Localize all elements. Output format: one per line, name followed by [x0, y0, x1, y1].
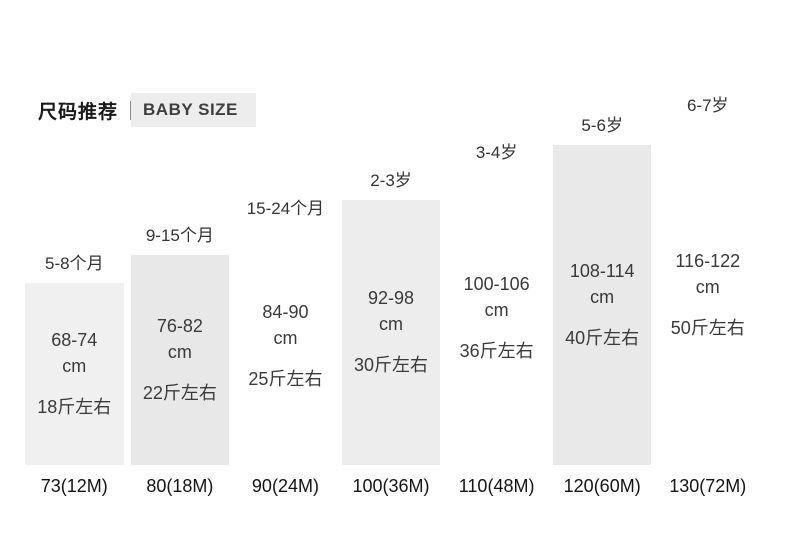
header-title-en: BABY SIZE [131, 93, 256, 127]
size-column-120: 5-6岁 108-114 cm 40斤左右 120(60M) [552, 111, 652, 497]
weight-label: 18斤左右 [37, 396, 112, 417]
header-title-cn: 尺码推荐 [38, 101, 119, 123]
size-bar: 84-90 cm 25斤左右 [236, 228, 335, 465]
height-unit: cm [167, 341, 192, 362]
size-column-100: 2-3岁 92-98 cm 30斤左右 100(36M) [341, 166, 441, 497]
height-unit: cm [62, 355, 87, 376]
weight-label: 25斤左右 [248, 369, 323, 389]
height-unit: cm [379, 314, 404, 334]
height-range: 116-122 [675, 250, 741, 271]
size-code: 90(24M) [251, 476, 319, 496]
age-label: 9-15个月 [145, 226, 214, 245]
age-label: 5-8个月 [45, 254, 104, 273]
size-bar: 92-98 cm 30斤左右 [341, 200, 441, 465]
height-unit: cm [484, 300, 509, 320]
size-column-130: 6-7岁 116-122 cm 50斤左右 130(72M) [658, 91, 758, 497]
weight-label: 30斤左右 [354, 355, 429, 375]
size-step-chart: 5-8个月 68-74 cm 18斤左右 73(12M) 9-15个月 76-8… [25, 88, 758, 497]
size-bar: 76-82 cm 22斤左右 [130, 255, 230, 465]
size-bar: 116-122 cm 50斤左右 [658, 125, 758, 465]
size-bar: 100-106 cm 36斤左右 [447, 172, 546, 465]
height-unit: cm [695, 276, 720, 297]
weight-label: 22斤左右 [142, 382, 217, 403]
size-code: 80(18M) [146, 476, 214, 496]
height-range: 92-98 [368, 288, 415, 308]
weight-label: 40斤左右 [565, 327, 640, 348]
size-column-80: 9-15个月 76-82 cm 22斤左右 80(18M) [130, 221, 230, 497]
age-label: 3-4岁 [475, 143, 518, 162]
header-divider [130, 100, 132, 120]
size-column-73: 5-8个月 68-74 cm 18斤左右 73(12M) [25, 249, 124, 497]
height-range: 76-82 [156, 315, 203, 336]
size-column-110: 3-4岁 100-106 cm 36斤左右 110(48M) [447, 138, 546, 497]
size-code: 130(72M) [669, 476, 747, 496]
height-unit: cm [273, 328, 298, 348]
weight-label: 36斤左右 [459, 341, 534, 361]
height-range: 84-90 [262, 302, 309, 322]
height-range: 100-106 [463, 274, 530, 294]
size-code: 120(60M) [563, 476, 641, 496]
size-bar: 108-114 cm 40斤左右 [552, 145, 652, 465]
size-bar: 68-74 cm 18斤左右 [25, 283, 124, 465]
size-code: 100(36M) [352, 476, 430, 496]
section-header: 尺码推荐 BABY SIZE [38, 93, 256, 127]
age-label: 5-6岁 [581, 116, 623, 135]
size-code: 73(12M) [40, 476, 108, 496]
height-range: 68-74 [51, 329, 98, 350]
age-label: 2-3岁 [370, 171, 412, 190]
height-unit: cm [590, 286, 615, 307]
height-range: 108-114 [569, 260, 635, 281]
size-column-90: 15-24个月 84-90 cm 25斤左右 90(24M) [236, 194, 335, 497]
weight-label: 50斤左右 [670, 317, 745, 338]
age-label: 15-24个月 [246, 199, 325, 218]
age-label: 6-7岁 [686, 96, 729, 115]
size-code: 110(48M) [458, 476, 535, 496]
